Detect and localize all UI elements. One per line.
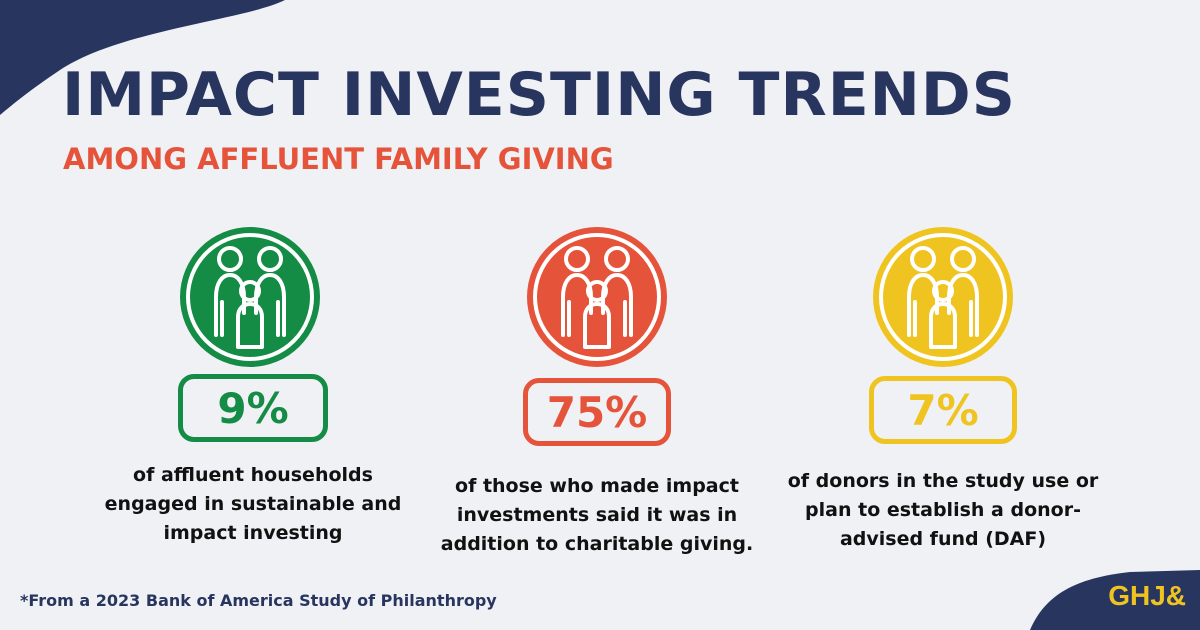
stat-description: of donors in the study use or plan to es…: [787, 470, 1099, 550]
corner-decoration-top: [0, 0, 285, 115]
page-subtitle: AMONG AFFLUENT FAMILY GIVING: [63, 142, 614, 176]
stat-value: 9%: [217, 383, 289, 433]
ghj-logo: GHJ&: [1108, 580, 1186, 611]
stat-description: of affluent households engaged in sustai…: [104, 464, 402, 544]
family-icon: [873, 227, 1013, 367]
stat-value-box: 9%: [178, 374, 328, 442]
stat-value: 75%: [546, 387, 648, 437]
family-icon: [180, 227, 320, 367]
stat-description: of those who made impact investments sai…: [440, 475, 754, 555]
source-footnote: *From a 2023 Bank of America Study of Ph…: [20, 591, 497, 610]
corner-decoration-bottom: [1030, 570, 1200, 630]
stat-value-box: 75%: [523, 378, 671, 446]
page-title: IMPACT INVESTING TRENDS: [62, 60, 1016, 130]
stat-value: 7%: [907, 385, 979, 435]
family-icon: [527, 227, 667, 367]
stat-value-box: 7%: [869, 376, 1017, 444]
